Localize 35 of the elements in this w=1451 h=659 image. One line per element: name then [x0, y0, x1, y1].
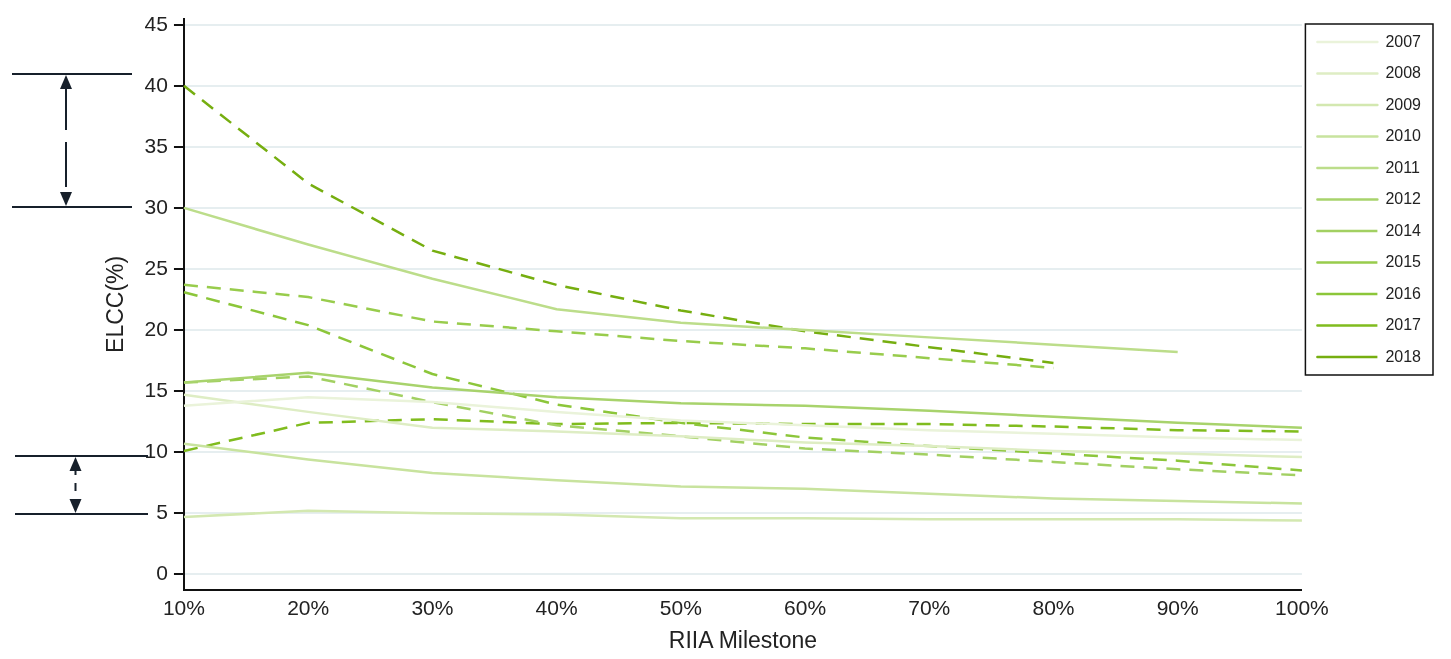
x-tick-label: 100% — [1275, 595, 1329, 619]
legend-label: 2018 — [1385, 347, 1422, 365]
legend-label: 2012 — [1385, 190, 1422, 208]
line-series — [182, 290, 1304, 472]
x-tick-label: 40% — [535, 595, 578, 619]
y-axis-title: ELCC(%) — [102, 255, 129, 353]
x-tick-label: 70% — [908, 595, 951, 619]
legend-label: 2016 — [1385, 284, 1422, 302]
x-tick-label: 80% — [1032, 595, 1075, 619]
y-tick-label: 5 — [156, 500, 168, 524]
x-tick-label: 30% — [411, 595, 454, 619]
x-tick-label: 10% — [162, 595, 205, 619]
legend-label: 2009 — [1385, 95, 1422, 113]
legend-label: 2017 — [1385, 316, 1422, 334]
y-tick-label: 40 — [144, 72, 168, 96]
legend-label: 2010 — [1385, 127, 1422, 145]
x-axis-title: RIIA Milestone — [668, 626, 818, 653]
x-tick-label: 90% — [1156, 595, 1199, 619]
y-tick-label: 20 — [144, 316, 168, 340]
y-tick-label: 10 — [144, 438, 168, 462]
x-tick-label: 20% — [287, 595, 330, 619]
legend-label: 2014 — [1385, 221, 1422, 239]
y-tick-label: 30 — [144, 194, 168, 218]
legend-label: 2011 — [1385, 158, 1420, 176]
x-tick-label: 50% — [659, 595, 702, 619]
y-tick-label: 45 — [144, 11, 168, 35]
line-series — [182, 84, 1055, 365]
legend-label: 2015 — [1385, 253, 1422, 271]
y-tick-label: 15 — [144, 377, 168, 401]
y-tick-label: 0 — [156, 561, 168, 585]
y-tick-label: 35 — [144, 133, 168, 157]
legend-label: 2008 — [1385, 64, 1422, 82]
legend-label: 2007 — [1385, 32, 1422, 50]
y-tick-label: 25 — [144, 255, 168, 279]
x-tick-label: 60% — [784, 595, 827, 619]
